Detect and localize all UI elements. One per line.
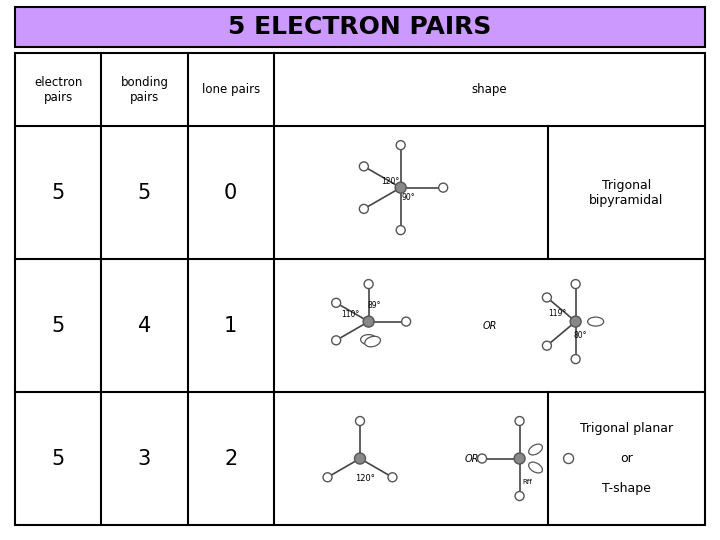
Text: 110°: 110° bbox=[341, 310, 360, 319]
Ellipse shape bbox=[528, 462, 542, 473]
Circle shape bbox=[364, 280, 373, 288]
Text: shape: shape bbox=[472, 83, 507, 96]
Circle shape bbox=[354, 453, 366, 464]
Text: 80°: 80° bbox=[574, 331, 588, 340]
Text: 119°: 119° bbox=[549, 309, 567, 318]
Circle shape bbox=[570, 316, 581, 327]
Circle shape bbox=[571, 280, 580, 288]
Text: lone pairs: lone pairs bbox=[202, 83, 260, 96]
Circle shape bbox=[395, 182, 406, 193]
Text: OR: OR bbox=[465, 454, 480, 463]
Text: Trigonal
bipyramidal: Trigonal bipyramidal bbox=[589, 179, 664, 207]
Text: Rff: Rff bbox=[523, 478, 532, 484]
Text: 90°: 90° bbox=[402, 193, 415, 202]
Circle shape bbox=[515, 416, 524, 426]
Circle shape bbox=[356, 416, 364, 426]
Circle shape bbox=[564, 454, 574, 463]
Ellipse shape bbox=[361, 335, 377, 345]
Text: 1: 1 bbox=[224, 315, 238, 335]
Text: 5: 5 bbox=[138, 183, 151, 202]
Text: 5 ELECTRON PAIRS: 5 ELECTRON PAIRS bbox=[228, 15, 492, 39]
Ellipse shape bbox=[365, 336, 380, 347]
Circle shape bbox=[363, 316, 374, 327]
Text: Trigonal planar

or

T-shape: Trigonal planar or T-shape bbox=[580, 422, 673, 495]
Circle shape bbox=[571, 355, 580, 363]
Ellipse shape bbox=[528, 444, 542, 455]
Circle shape bbox=[542, 341, 552, 350]
Circle shape bbox=[514, 453, 525, 464]
Circle shape bbox=[396, 226, 405, 235]
Circle shape bbox=[332, 298, 341, 307]
Text: 3: 3 bbox=[138, 449, 151, 469]
Text: electron
pairs: electron pairs bbox=[34, 76, 82, 104]
Bar bbox=[15, 7, 705, 47]
Bar bbox=[15, 53, 705, 525]
Circle shape bbox=[323, 473, 332, 482]
Circle shape bbox=[359, 204, 369, 213]
Circle shape bbox=[438, 183, 448, 192]
Ellipse shape bbox=[588, 317, 603, 326]
Text: 5: 5 bbox=[52, 315, 65, 335]
Circle shape bbox=[388, 473, 397, 482]
Text: 0: 0 bbox=[224, 183, 238, 202]
Text: 89°: 89° bbox=[368, 301, 382, 310]
Text: 2: 2 bbox=[224, 449, 238, 469]
Circle shape bbox=[542, 293, 552, 302]
Text: 4: 4 bbox=[138, 315, 151, 335]
Text: 120°: 120° bbox=[382, 177, 400, 186]
Circle shape bbox=[477, 454, 487, 463]
Circle shape bbox=[359, 162, 369, 171]
Text: 120°: 120° bbox=[355, 474, 375, 483]
Circle shape bbox=[515, 491, 524, 501]
Circle shape bbox=[332, 336, 341, 345]
Circle shape bbox=[402, 317, 410, 326]
Text: OR: OR bbox=[482, 321, 497, 330]
Text: 5: 5 bbox=[52, 449, 65, 469]
Circle shape bbox=[396, 140, 405, 150]
Text: 5: 5 bbox=[52, 183, 65, 202]
Text: bonding
pairs: bonding pairs bbox=[120, 76, 168, 104]
